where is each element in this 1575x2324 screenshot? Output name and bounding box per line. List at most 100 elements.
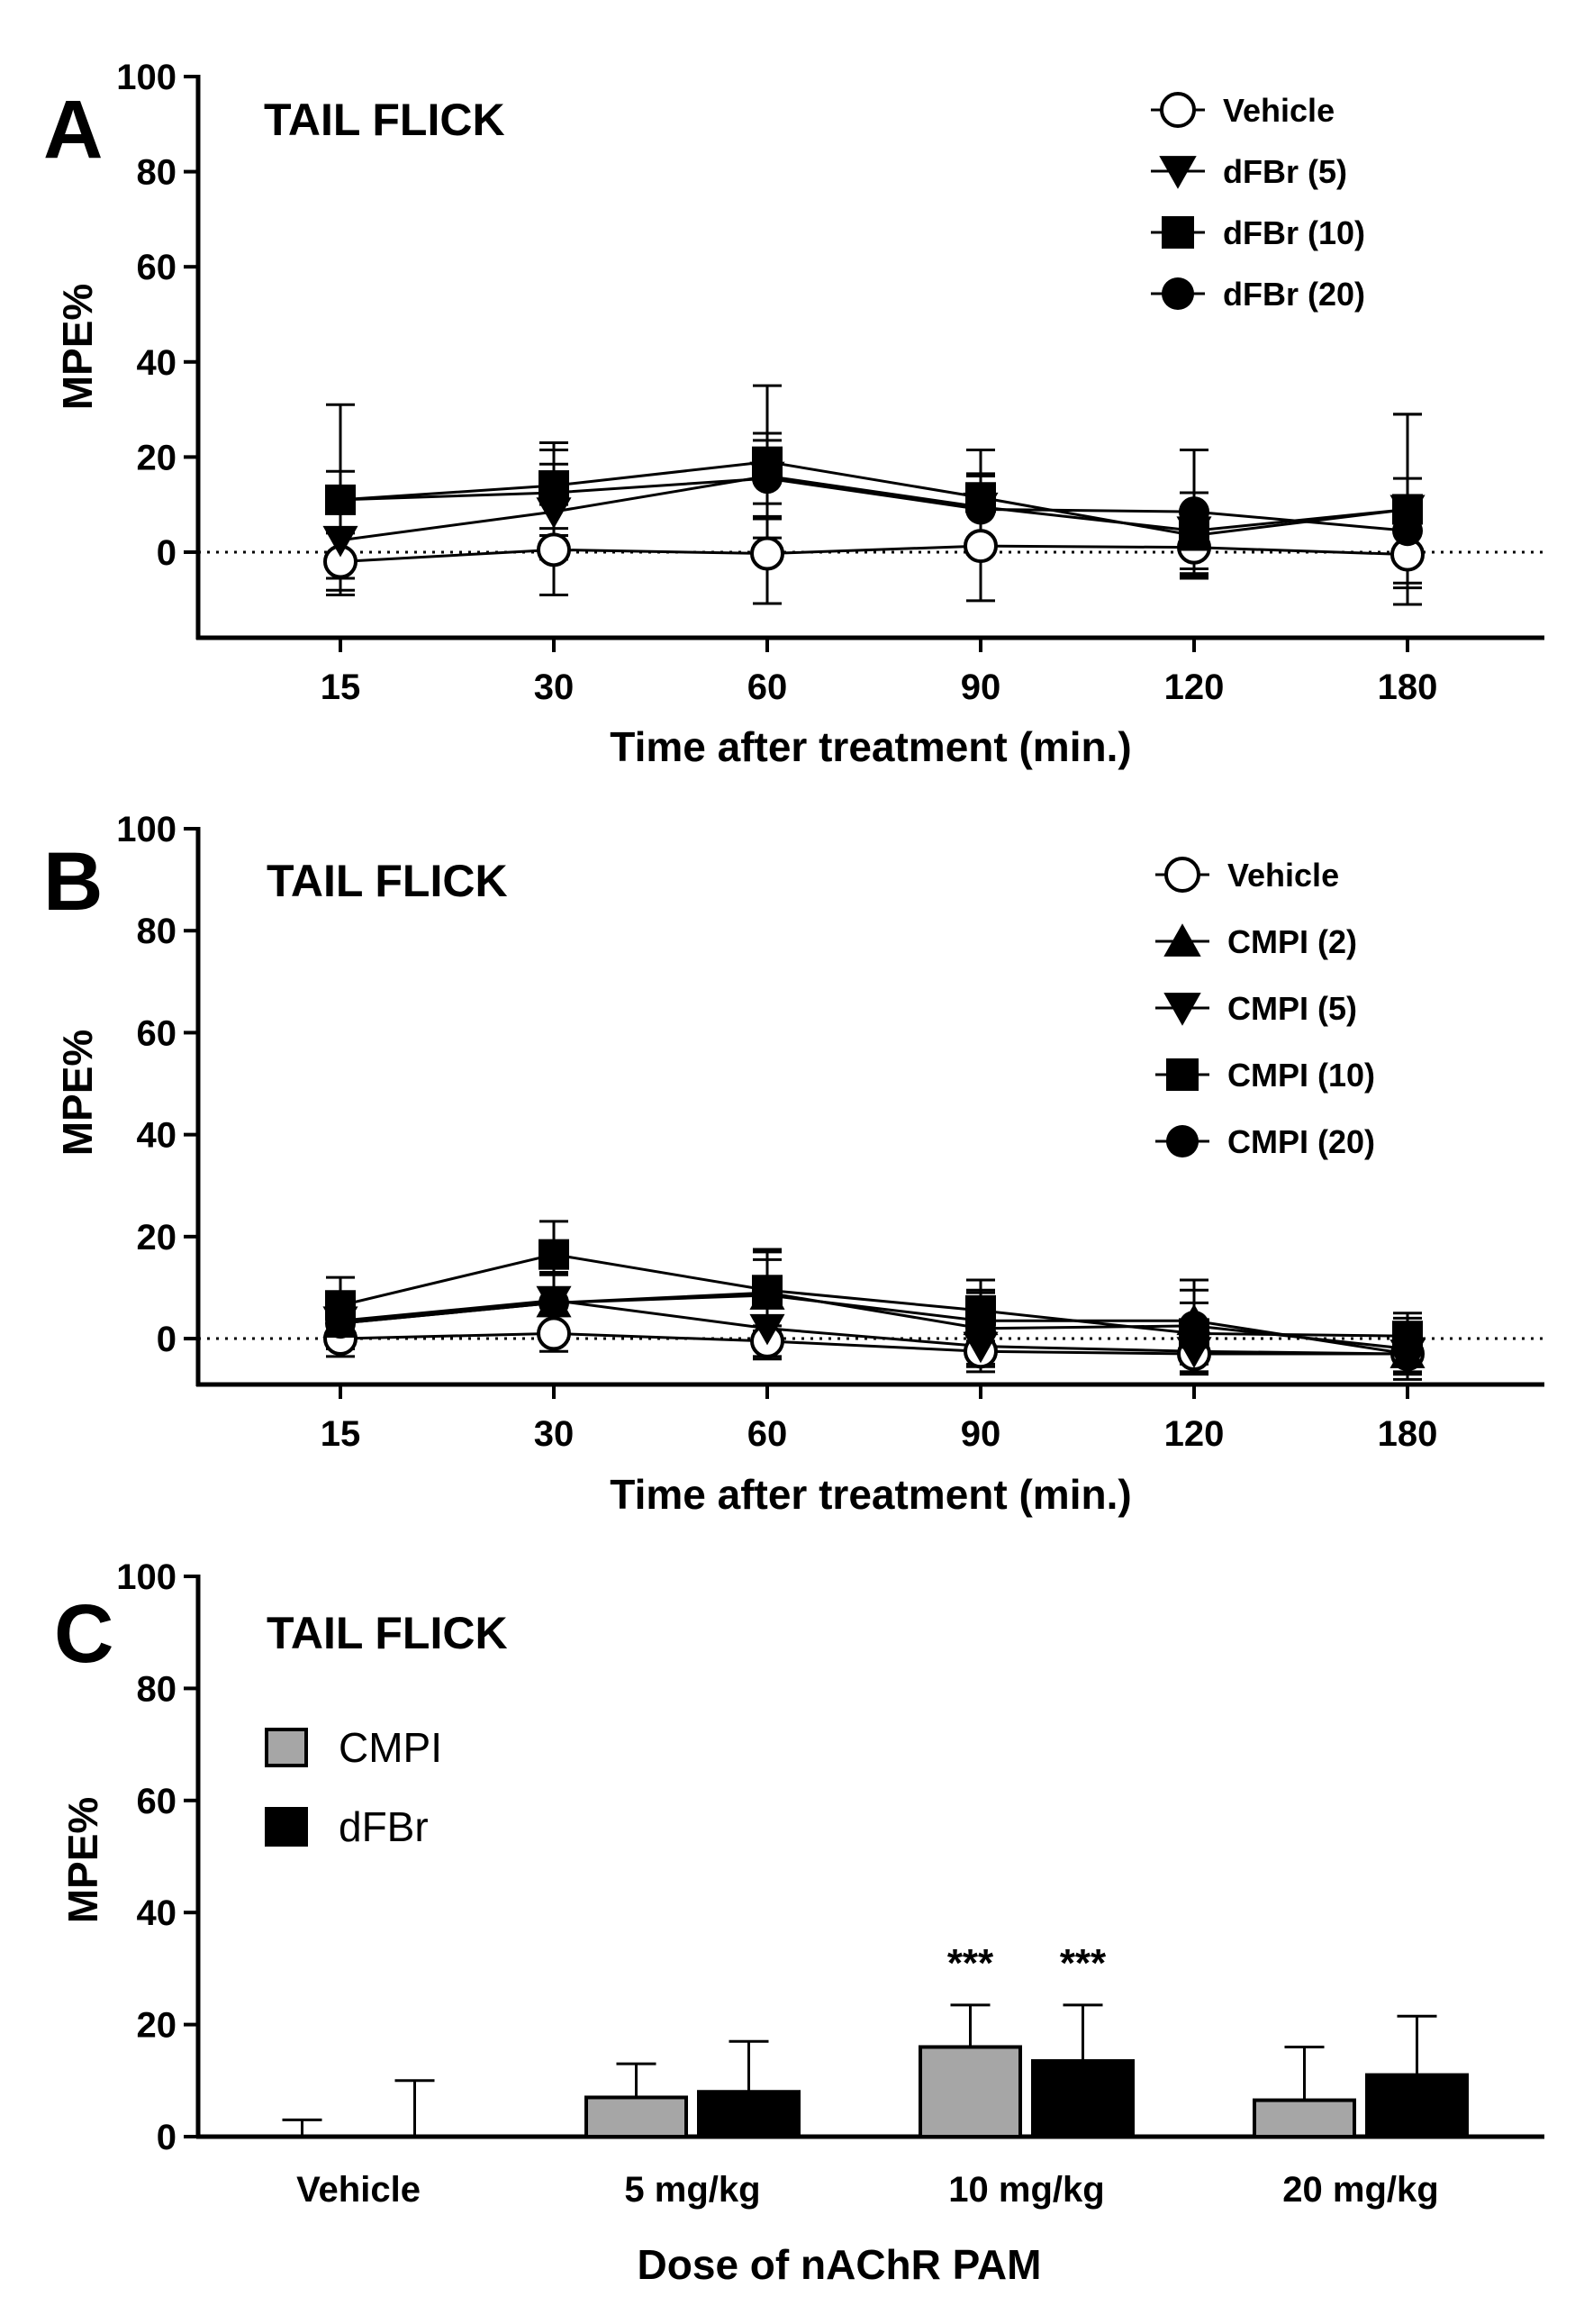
panel-a-series-0: [326, 489, 1422, 605]
panel-a-y-tick-label: 40: [137, 343, 177, 383]
panel-c-y-tick-label: 0: [157, 2118, 177, 2157]
panel-b-series-3: [326, 1220, 1422, 1366]
panel-a-x-axis-title: Time after treatment (min.): [610, 723, 1131, 770]
panel-b-y-axis-title: MPE%: [54, 1030, 101, 1157]
panel-b-data-point: [965, 1312, 996, 1344]
panel-b-data-point: [537, 1316, 571, 1351]
panel-c-bar: [697, 2090, 801, 2138]
panel-c-bar: [1253, 2098, 1356, 2139]
panel-a-data-point: [750, 536, 784, 571]
panel-a-y-tick-label: 60: [137, 248, 177, 287]
panel-b-data-point: [539, 1287, 569, 1319]
panel-a-series-line: [339, 474, 1408, 542]
panel-b-title: TAIL FLICK: [267, 856, 508, 906]
panel-b-x-tick-label: 120: [1164, 1414, 1225, 1454]
panel-c-legend-label: CMPI: [339, 1724, 442, 1771]
panel-b-legend-marker: [1163, 993, 1201, 1026]
panel-c-significance-label: ***: [947, 1941, 994, 1985]
panel-a-series-1: [326, 413, 1422, 606]
panel-a-data-point: [964, 529, 998, 564]
panel-c-x-axis-title: Dose of nAChR PAM: [638, 2241, 1042, 2288]
panel-a-legend-label: dFBr (5): [1223, 153, 1347, 190]
panel-b-x-tick-label: 30: [534, 1414, 575, 1454]
panel-a-series-line: [339, 544, 1408, 564]
panel-c-title: TAIL FLICK: [267, 1608, 508, 1658]
panel-c-x-tick-label: 10 mg/kg: [948, 2170, 1104, 2210]
panel-b-x-tick-label: 60: [747, 1414, 788, 1454]
panel-b-x-tick-label: 90: [961, 1414, 1001, 1454]
panel-b-data-point: [539, 1239, 569, 1270]
panel-b-legend-marker: [1166, 1058, 1199, 1091]
panel-c-legend-label: dFBr: [339, 1803, 429, 1850]
panel-b-series-line: [339, 1331, 1408, 1356]
panel-c-bar: [919, 2045, 1022, 2138]
panel-a-y-tick-label: 100: [116, 58, 177, 97]
panel-a-legend-label: Vehicle: [1223, 92, 1335, 129]
panel-a-legend-label: dFBr (20): [1223, 276, 1365, 313]
panel-b-y-tick-label: 20: [137, 1218, 177, 1257]
panel-b-legend-label: CMPI (5): [1227, 990, 1357, 1027]
panel-c-y-tick-label: 80: [137, 1669, 177, 1709]
panel-b-data-point: [325, 1308, 356, 1339]
panel-b-legend-label: CMPI (2): [1227, 923, 1357, 960]
panel-a-data-point: [537, 532, 571, 567]
panel-a-data-point: [325, 484, 356, 515]
panel-a-x-tick-label: 60: [747, 667, 788, 707]
panel-a-legend-marker: [1162, 277, 1194, 310]
panel-c-y-tick-label: 20: [137, 2006, 177, 2046]
panel-b-legend-label: CMPI (20): [1227, 1123, 1375, 1160]
panel-b-x-axis-title: Time after treatment (min.): [610, 1471, 1131, 1518]
panel-b-series-2: [326, 1273, 1422, 1376]
panel-b-legend-marker: [1163, 923, 1201, 957]
panel-b-y-tick-label: 100: [116, 810, 177, 849]
panel-b-data-point: [752, 1277, 783, 1309]
panel-c-bar: [584, 2095, 688, 2138]
panel-a-letter: A: [43, 84, 103, 176]
panel-a-series-line: [339, 477, 1408, 532]
panel-c-y-axis-title: MPE%: [59, 1797, 106, 1924]
panel-a-data-point: [1179, 496, 1209, 528]
panel-c-y-tick-label: 60: [137, 1782, 177, 1821]
panel-b-data-point: [749, 1313, 785, 1346]
panel-b-series-0: [326, 1314, 1422, 1376]
panel-a-data-point: [1392, 515, 1423, 547]
panel-b-legend-label: Vehicle: [1227, 857, 1339, 894]
panel-b-letter: B: [43, 836, 103, 928]
panel-a-legend-marker: [1159, 156, 1197, 189]
panel-a-x-tick-label: 15: [321, 667, 361, 707]
panel-b-x-tick-label: 15: [321, 1414, 361, 1454]
panel-a-data-point: [539, 477, 569, 508]
panel-b-series-4: [326, 1250, 1422, 1381]
panel-a-data-point: [322, 525, 358, 558]
panel-a-series-3: [326, 439, 1422, 585]
panel-a-x-tick-label: 180: [1378, 667, 1438, 707]
panel-a-y-tick-label: 80: [137, 153, 177, 193]
panel-c-legend-swatch: [265, 1807, 308, 1847]
panel-a-data-point: [965, 494, 996, 525]
panel-a-legend-label: dFBr (10): [1223, 214, 1365, 251]
panel-b-series-line: [339, 1299, 1408, 1356]
panel-b-legend-marker: [1164, 857, 1200, 893]
panel-a-series-line: [339, 460, 1408, 538]
panel-c-bar: [1365, 2073, 1469, 2139]
panel-b-y-tick-label: 60: [137, 1013, 177, 1053]
panel-c-bar: [1031, 2059, 1135, 2139]
panel-b-series-1: [326, 1257, 1422, 1376]
panel-c-y-tick-label: 100: [116, 1557, 177, 1597]
panel-a-x-tick-label: 90: [961, 667, 1001, 707]
panel-b-data-point: [1392, 1333, 1423, 1365]
panel-b-x-tick-label: 180: [1378, 1414, 1438, 1454]
panel-c-x-tick-label: 5 mg/kg: [624, 2170, 760, 2210]
panel-b-data-point: [1179, 1310, 1209, 1341]
panel-a-x-tick-label: 30: [534, 667, 575, 707]
panel-b-y-tick-label: 80: [137, 912, 177, 951]
panel-a-y-axis-title: MPE%: [54, 284, 101, 411]
panel-c-x-tick-label: 20 mg/kg: [1282, 2170, 1438, 2210]
panel-a-chart: A TAIL FLICK MPE% Time after treatment (…: [43, 58, 1544, 770]
panel-a-y-tick-label: 20: [137, 438, 177, 477]
panel-a-title: TAIL FLICK: [264, 95, 505, 145]
panel-b-series-line: [339, 1291, 1408, 1350]
panel-a-y-tick-label: 0: [157, 533, 177, 573]
panel-c-chart: C TAIL FLICK MPE% Dose of nAChR PAM 0 20 4…: [54, 1557, 1544, 2288]
